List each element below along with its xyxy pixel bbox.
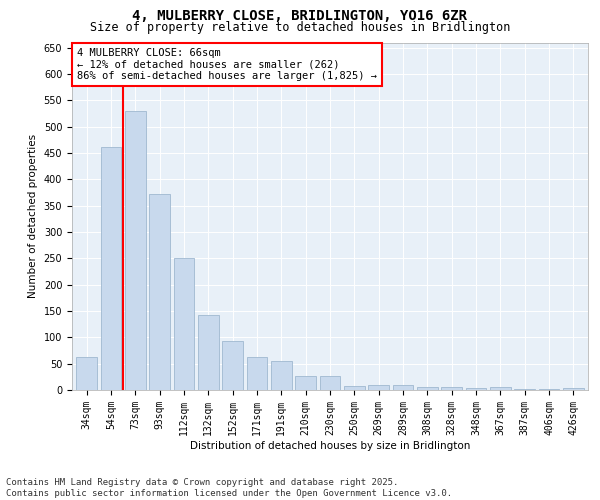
Bar	[368, 384, 389, 390]
Bar	[295, 376, 316, 390]
Text: Contains HM Land Registry data © Crown copyright and database right 2025.
Contai: Contains HM Land Registry data © Crown c…	[6, 478, 452, 498]
Bar	[125, 111, 146, 390]
Bar	[173, 258, 194, 390]
Text: 4 MULBERRY CLOSE: 66sqm
← 12% of detached houses are smaller (262)
86% of semi-d: 4 MULBERRY CLOSE: 66sqm ← 12% of detache…	[77, 48, 377, 81]
X-axis label: Distribution of detached houses by size in Bridlington: Distribution of detached houses by size …	[190, 440, 470, 450]
Bar	[344, 386, 365, 390]
Bar	[320, 376, 340, 390]
Bar	[539, 389, 559, 390]
Bar	[76, 358, 97, 390]
Text: 4, MULBERRY CLOSE, BRIDLINGTON, YO16 6ZR: 4, MULBERRY CLOSE, BRIDLINGTON, YO16 6ZR	[133, 9, 467, 23]
Bar	[490, 388, 511, 390]
Bar	[417, 388, 438, 390]
Bar	[271, 361, 292, 390]
Text: Size of property relative to detached houses in Bridlington: Size of property relative to detached ho…	[90, 21, 510, 34]
Bar	[563, 388, 584, 390]
Bar	[149, 194, 170, 390]
Y-axis label: Number of detached properties: Number of detached properties	[28, 134, 38, 298]
Bar	[466, 388, 487, 390]
Bar	[198, 314, 218, 390]
Bar	[514, 389, 535, 390]
Bar	[222, 341, 243, 390]
Bar	[101, 147, 121, 390]
Bar	[442, 387, 462, 390]
Bar	[392, 386, 413, 390]
Bar	[247, 357, 268, 390]
